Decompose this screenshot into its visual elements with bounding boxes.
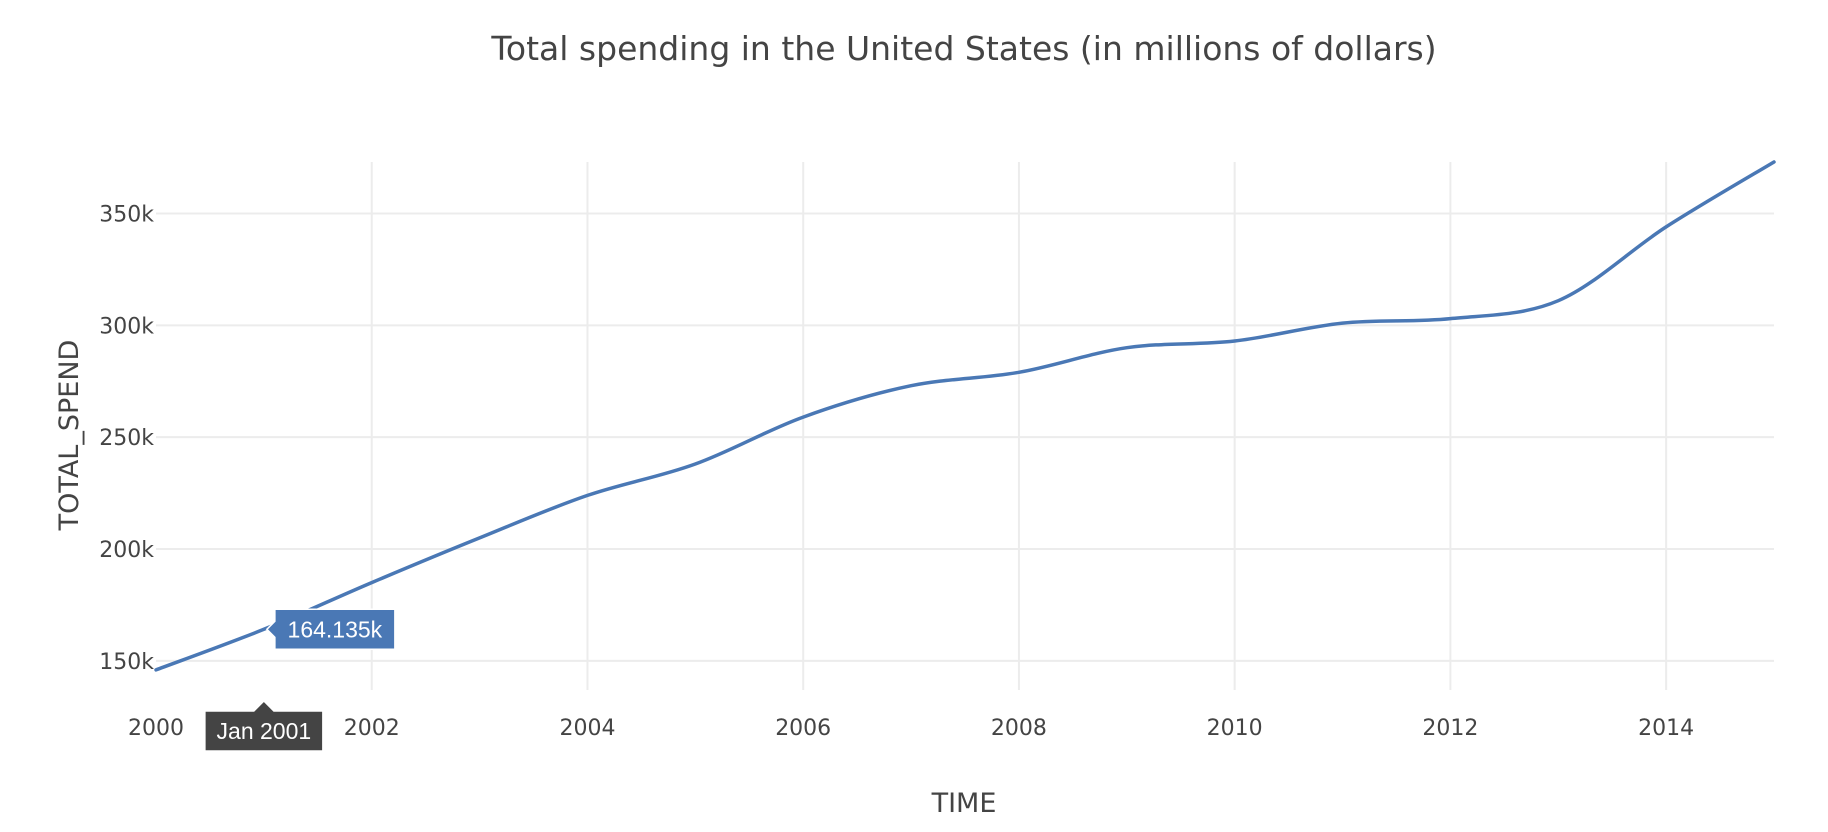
x-tick-label: 2010: [1207, 716, 1263, 741]
data-point[interactable]: [477, 535, 483, 541]
x-axis-title: TIME: [931, 788, 997, 819]
y-tick-label: 250k: [99, 426, 154, 451]
x-tick-label: 2012: [1422, 716, 1478, 741]
data-point[interactable]: [1016, 369, 1022, 375]
y-tick-label: 200k: [99, 538, 154, 563]
x-tick-label: 2004: [559, 716, 615, 741]
y-tick-label: 350k: [99, 202, 154, 227]
hover-tooltips: 164.135k Jan 2001: [204, 608, 396, 752]
x-tick-label: 2000: [128, 716, 184, 741]
series-line: [154, 160, 1776, 672]
data-point[interactable]: [1340, 320, 1346, 326]
x-tick-label: 2008: [991, 716, 1047, 741]
value-tooltip-box: [265, 608, 396, 651]
data-point[interactable]: [369, 580, 375, 586]
y-tick-label: 300k: [99, 314, 154, 339]
data-point[interactable]: [692, 461, 698, 467]
tick-labels: 2000 2002 2004 2006 2008 2010 2012 2014 150k 200k…: [99, 202, 1694, 741]
data-point[interactable]: [1663, 224, 1669, 230]
grid-lines: [156, 162, 1774, 690]
x-tooltip-text: Jan 2001: [217, 718, 312, 744]
data-point[interactable]: [1232, 338, 1238, 344]
data-point[interactable]: [1124, 345, 1130, 351]
data-point[interactable]: [153, 667, 159, 673]
x-tooltip-box: [204, 699, 324, 752]
chart-title: Total spending in the United States (in …: [490, 29, 1436, 68]
series-layer: [153, 159, 1777, 673]
value-tooltip-text: 164.135k: [288, 616, 383, 642]
x-tick-label: 2006: [775, 716, 831, 741]
data-point[interactable]: [1447, 316, 1453, 322]
y-axis-title: TOTAL_SPEND: [54, 340, 85, 532]
data-point[interactable]: [1555, 298, 1561, 304]
data-point[interactable]: [908, 383, 914, 389]
data-point[interactable]: [800, 414, 806, 420]
data-point[interactable]: [584, 492, 590, 498]
data-point[interactable]: [1771, 159, 1777, 165]
x-tick-label: 2014: [1638, 716, 1694, 741]
y-tick-label: 150k: [99, 650, 154, 675]
x-tick-label: 2002: [344, 716, 400, 741]
